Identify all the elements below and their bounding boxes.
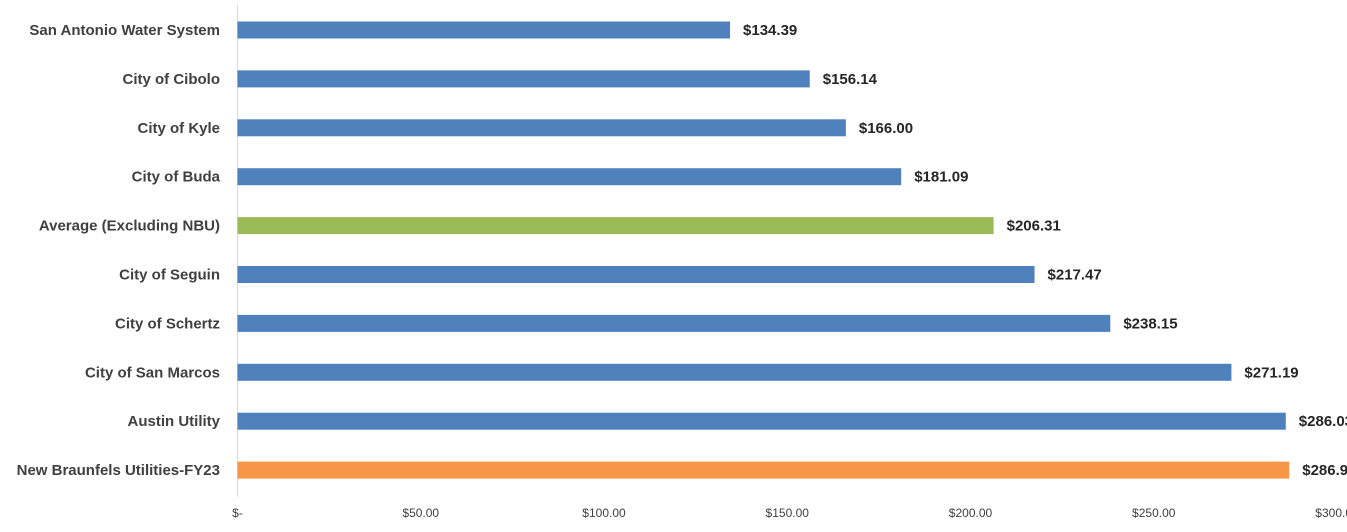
bar-8 [237,412,1286,430]
category-labels-group: San Antonio Water System City of Cibolo Ci… [17,22,221,479]
x-tick-label: $150.00 [766,506,810,520]
value-labels-group: $134.39 $156.14 $166.00 $181.09 $206.31 $217.… [743,22,1347,479]
bar-9 [237,461,1290,479]
bar-5 [237,266,1035,283]
category-label: City of Schertz [115,315,220,332]
bars-group [237,21,1290,479]
category-label: Austin Utility [128,413,221,430]
x-tick-label: $200.00 [949,506,993,520]
data-label: $217.47 [1048,267,1102,284]
category-label: City of Cibolo [123,71,221,88]
category-label: City of Buda [132,169,221,186]
x-tick-label: $100.00 [582,506,626,520]
data-label: $286.03 [1299,413,1347,430]
data-label: $156.14 [823,71,878,88]
category-label: San Antonio Water System [29,22,220,39]
bar-3 [237,168,902,186]
x-tick-labels-group: $- $50.00 $100.00 $150.00 $200.00 $250.00 $300… [232,506,1347,520]
data-label: $206.31 [1007,218,1061,235]
data-label: $181.09 [914,169,968,186]
data-label: $286.97 [1302,462,1347,479]
bar-1 [237,70,810,88]
category-label: City of Seguin [119,267,220,284]
data-label: $271.19 [1244,364,1298,381]
data-label: $238.15 [1123,315,1177,332]
category-label: New Braunfels Utilities-FY23 [17,462,220,479]
category-label: City of Kyle [137,120,220,137]
x-tick-label: $- [232,506,243,520]
x-tick-label: $300.00 [1315,506,1347,520]
bar-0 [237,21,731,39]
category-label: Average (Excluding NBU) [39,218,220,235]
x-tick-label: $50.00 [402,506,439,520]
bar-6 [237,314,1111,332]
data-label: $134.39 [743,22,797,39]
x-tick-label: $250.00 [1132,506,1176,520]
category-label: City of San Marcos [85,364,220,381]
data-label: $166.00 [859,120,913,137]
bar-2 [237,119,846,137]
bar-7 [237,363,1232,381]
bar-4 [237,217,994,235]
